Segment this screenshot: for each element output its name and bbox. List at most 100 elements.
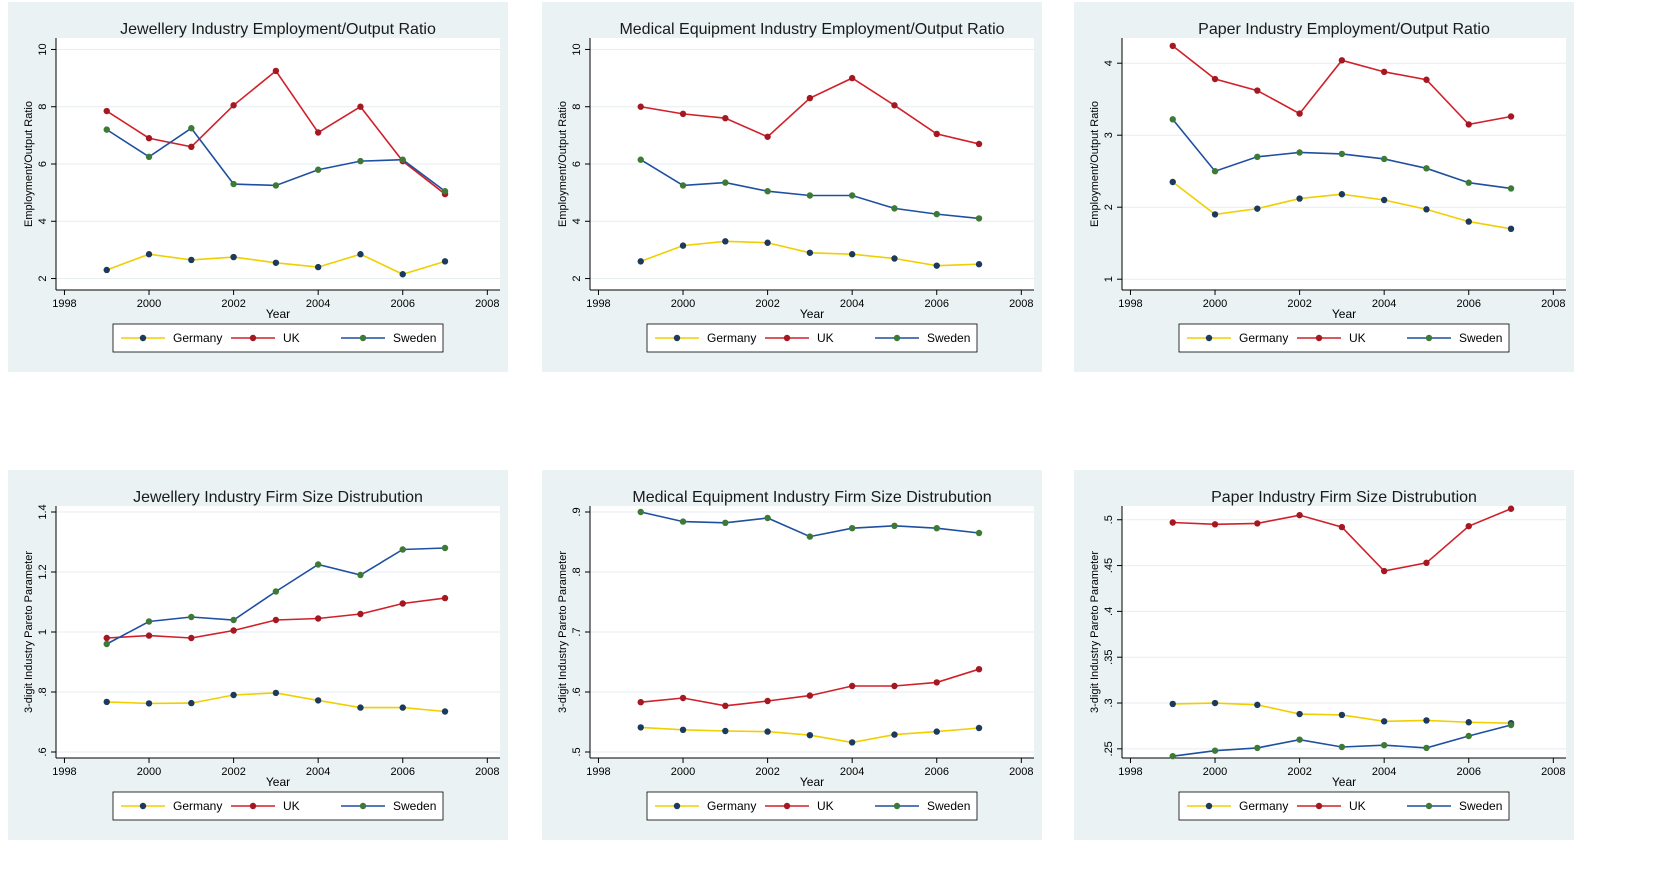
- legend-marker: [359, 802, 367, 810]
- data-point: [1296, 110, 1303, 117]
- legend-label: UK: [817, 799, 834, 813]
- data-point: [441, 708, 449, 715]
- legend-label: Germany: [173, 799, 222, 813]
- y-tick-label: 8: [37, 104, 49, 110]
- data-point: [1296, 149, 1303, 156]
- y-tick-label: .6: [571, 687, 583, 696]
- y-tick-label: 10: [571, 43, 583, 55]
- legend-label: Germany: [707, 331, 756, 345]
- y-tick-label: .4: [1103, 607, 1115, 616]
- x-axis-label: Year: [1332, 307, 1356, 321]
- legend-label: Sweden: [927, 799, 970, 813]
- legend-label: UK: [283, 799, 300, 813]
- data-point: [357, 704, 364, 711]
- x-axis-label: Year: [800, 775, 824, 789]
- legend-marker: [1205, 802, 1213, 810]
- legend-box: [646, 323, 978, 353]
- legend-marker: [1205, 334, 1213, 342]
- y-tick-label: .7: [571, 627, 583, 636]
- data-point: [441, 188, 449, 195]
- x-axis-label: Year: [266, 307, 290, 321]
- legend-label: UK: [1349, 799, 1366, 813]
- data-point: [441, 544, 449, 552]
- x-axis-label: Year: [266, 775, 290, 789]
- legend-label: Germany: [707, 799, 756, 813]
- data-point: [848, 251, 856, 258]
- data-point: [1211, 521, 1219, 528]
- data-point: [103, 126, 110, 133]
- data-point: [933, 679, 940, 686]
- x-tick-label: 2008: [475, 766, 499, 778]
- data-point: [272, 67, 280, 75]
- data-point: [975, 140, 983, 148]
- data-point: [891, 731, 898, 738]
- legend-marker: [893, 334, 901, 342]
- data-point: [230, 616, 237, 624]
- data-point: [1211, 699, 1219, 707]
- data-point: [188, 634, 195, 642]
- y-tick-label: 8: [571, 104, 583, 110]
- plot-area: [1122, 506, 1566, 758]
- x-tick-label: 2006: [391, 298, 415, 310]
- data-point: [1507, 721, 1515, 729]
- data-point: [1254, 744, 1261, 752]
- data-point: [145, 618, 153, 625]
- data-point: [806, 192, 814, 199]
- x-tick-label: 2002: [755, 766, 779, 778]
- y-tick-label: 2: [37, 275, 49, 281]
- y-tick-label: 3: [1103, 132, 1115, 138]
- data-point: [1423, 165, 1430, 172]
- data-point: [230, 253, 237, 261]
- legend-marker: [893, 802, 901, 810]
- y-tick-label: .8: [571, 567, 583, 576]
- data-point: [975, 261, 983, 268]
- data-point: [314, 263, 322, 271]
- y-axis-label: 3-digit Industry Pareto Parameter: [557, 551, 569, 713]
- y-tick-label: 1: [37, 629, 49, 635]
- data-point: [1296, 710, 1303, 718]
- data-point: [1465, 719, 1472, 726]
- chart-panel: Jewellery Industry Employment/Output Rat…: [8, 2, 508, 372]
- data-point: [806, 533, 814, 540]
- data-point: [1380, 718, 1388, 725]
- data-point: [145, 135, 153, 142]
- x-tick-label: 2008: [1541, 766, 1565, 778]
- y-tick-label: .45: [1103, 558, 1115, 573]
- data-point: [637, 508, 644, 516]
- data-point: [679, 518, 687, 525]
- x-tick-label: 1998: [1118, 766, 1142, 778]
- data-point: [145, 700, 153, 707]
- data-point: [230, 627, 237, 634]
- data-point: [1338, 57, 1346, 64]
- y-tick-label: 4: [571, 218, 583, 224]
- data-point: [1254, 701, 1261, 709]
- legend-marker: [249, 802, 257, 810]
- data-point: [188, 613, 195, 621]
- y-axis-label: 3-digit Industry Pareto Parameter: [23, 551, 35, 713]
- legend-label: UK: [283, 331, 300, 345]
- data-point: [764, 239, 771, 246]
- x-tick-label: 2006: [1457, 298, 1481, 310]
- x-tick-label: 2004: [840, 298, 864, 310]
- data-point: [722, 114, 729, 122]
- data-point: [722, 727, 729, 735]
- data-point: [230, 180, 237, 188]
- x-tick-label: 2006: [925, 766, 949, 778]
- x-tick-label: 1998: [52, 766, 76, 778]
- data-point: [103, 266, 110, 274]
- y-axis-label: 3-digit Industry Pareto Parameter: [1089, 551, 1101, 713]
- x-tick-label: 2000: [671, 766, 695, 778]
- legend-box: [1178, 791, 1510, 821]
- x-tick-label: 2004: [840, 766, 864, 778]
- chart-panel: Medical Equipment Industry Firm Size Dis…: [542, 470, 1042, 840]
- data-point: [145, 251, 153, 258]
- data-point: [1254, 87, 1261, 94]
- x-tick-label: 2008: [1009, 298, 1033, 310]
- data-point: [1338, 711, 1346, 719]
- data-point: [806, 249, 814, 256]
- y-tick-label: 4: [1103, 60, 1115, 66]
- chart-title: Medical Equipment Industry Employment/Ou…: [619, 21, 1004, 38]
- chart-title: Medical Equipment Industry Firm Size Dis…: [632, 489, 991, 506]
- data-point: [679, 110, 687, 118]
- data-point: [1254, 153, 1261, 160]
